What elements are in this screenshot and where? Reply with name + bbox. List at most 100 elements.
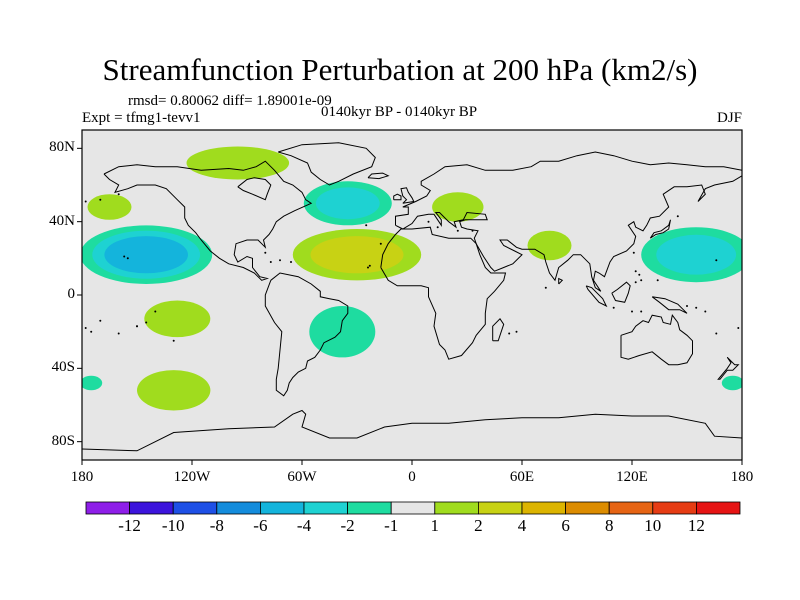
island-44 — [695, 306, 698, 309]
colorbar-box-12 — [608, 501, 654, 515]
colorbar-box-11 — [565, 501, 610, 515]
colorbar-label-8: 2 — [474, 516, 483, 535]
x-tick-label-4: 60E — [509, 469, 535, 485]
anomaly-4-level-1 — [315, 187, 380, 220]
coastline-north-america — [103, 160, 313, 281]
anomaly-3-level-0 — [186, 146, 290, 180]
coastline-layer — [82, 142, 742, 452]
island-13 — [290, 261, 292, 263]
island-0 — [126, 257, 129, 260]
island-35 — [737, 327, 740, 329]
island-23 — [515, 330, 518, 333]
island-36 — [99, 319, 102, 322]
coastline-new-zealand — [717, 356, 740, 380]
island-28 — [634, 281, 637, 284]
island-41 — [715, 259, 718, 262]
anomaly-10-level-0 — [137, 370, 211, 411]
island-10 — [264, 251, 267, 254]
coastline-africa — [380, 226, 507, 360]
colorbar-box-3 — [216, 501, 261, 515]
x-tick-label-2: 60W — [287, 469, 317, 485]
colorbar-label-6: -1 — [384, 516, 399, 535]
coastline-antarctica — [82, 409, 742, 452]
anomaly-1-level-1 — [656, 234, 737, 275]
colorbar-box-7 — [390, 501, 436, 515]
coastline-eurasia — [395, 151, 742, 292]
colorbar-box-6 — [347, 501, 392, 515]
anomaly-8-level-0 — [144, 300, 211, 338]
island-9 — [172, 339, 175, 342]
coastline-south-america — [264, 272, 349, 397]
island-14 — [365, 224, 368, 227]
coastline-new-guinea — [651, 296, 688, 314]
colorbar-label-10: 6 — [561, 516, 570, 535]
colorbar-box-5 — [303, 501, 348, 515]
chart-title: Streamfunction Perturbation at 200 hPa (… — [102, 52, 698, 87]
colorbar-box-8 — [434, 501, 479, 515]
coastline-sumatra — [585, 285, 608, 308]
island-1 — [123, 255, 126, 258]
map-background — [82, 130, 742, 460]
island-15 — [379, 242, 382, 245]
island-4 — [90, 330, 93, 333]
colorbar-label-12: 10 — [644, 516, 662, 535]
island-3 — [154, 310, 157, 313]
colorbar-label-2: -8 — [209, 516, 224, 535]
colorbar-label-7: 1 — [430, 516, 440, 535]
island-27 — [640, 279, 643, 282]
island-30 — [631, 310, 633, 313]
anomaly-2-level-0 — [87, 194, 132, 220]
coastline-ireland — [393, 193, 402, 201]
island-20 — [456, 229, 459, 232]
y-tick-label-1: 40N — [49, 212, 75, 229]
island-29 — [638, 273, 641, 276]
island-25 — [632, 251, 635, 254]
anomaly-7-level-0 — [527, 230, 572, 261]
island-18 — [427, 220, 430, 223]
axis-ticks — [77, 147, 743, 465]
island-8 — [145, 321, 148, 324]
island-42 — [656, 279, 659, 282]
x-tick-label-6: 180 — [730, 469, 754, 485]
x-tick-label-1: 120W — [173, 469, 211, 485]
coastline-borneo — [611, 281, 631, 303]
island-21 — [471, 229, 474, 232]
colorbar-box-1 — [129, 501, 174, 515]
island-32 — [640, 310, 643, 313]
stats-text: rmsd= 0.80062 diff= 1.89001e-09 — [128, 93, 332, 109]
coastline-australia — [620, 314, 693, 366]
colorbar-label-13: 12 — [687, 516, 705, 535]
coastline-iceland — [367, 172, 390, 180]
island-37 — [84, 200, 87, 203]
island-7 — [136, 325, 138, 328]
island-6 — [117, 332, 120, 335]
colorbar-label-5: -2 — [340, 516, 355, 535]
coastline-japan — [649, 219, 671, 239]
period-label: 0140kyr BP - 0140kyr BP — [321, 104, 478, 120]
island-31 — [612, 306, 615, 309]
coastline-sri-lanka — [558, 277, 564, 285]
y-tick-label-0: 80N — [49, 139, 75, 156]
island-43 — [686, 305, 688, 307]
y-tick-label-2: 0 — [67, 286, 76, 302]
island-5 — [84, 327, 87, 329]
y-tick-label-4: 80S — [51, 432, 75, 449]
coastline-uk — [400, 187, 415, 204]
colorbar-box-13 — [652, 501, 697, 515]
x-tick-label-5: 120E — [616, 469, 648, 485]
anomaly-5-level-0 — [432, 192, 484, 222]
island-22 — [508, 332, 511, 335]
coastline-greenland — [278, 142, 376, 186]
colorbar-box-14 — [696, 501, 741, 515]
island-11 — [269, 261, 272, 263]
colorbar-box-10 — [521, 501, 566, 515]
colorbar-box-0 — [85, 501, 130, 515]
island-12 — [279, 259, 281, 262]
coastline-madagascar — [492, 318, 505, 342]
anomaly-9-level-0 — [309, 306, 376, 358]
anomaly-layer — [82, 146, 742, 411]
island-33 — [704, 310, 707, 313]
anomaly-0-level-2 — [104, 236, 188, 274]
colorbar-box-4 — [259, 501, 305, 515]
